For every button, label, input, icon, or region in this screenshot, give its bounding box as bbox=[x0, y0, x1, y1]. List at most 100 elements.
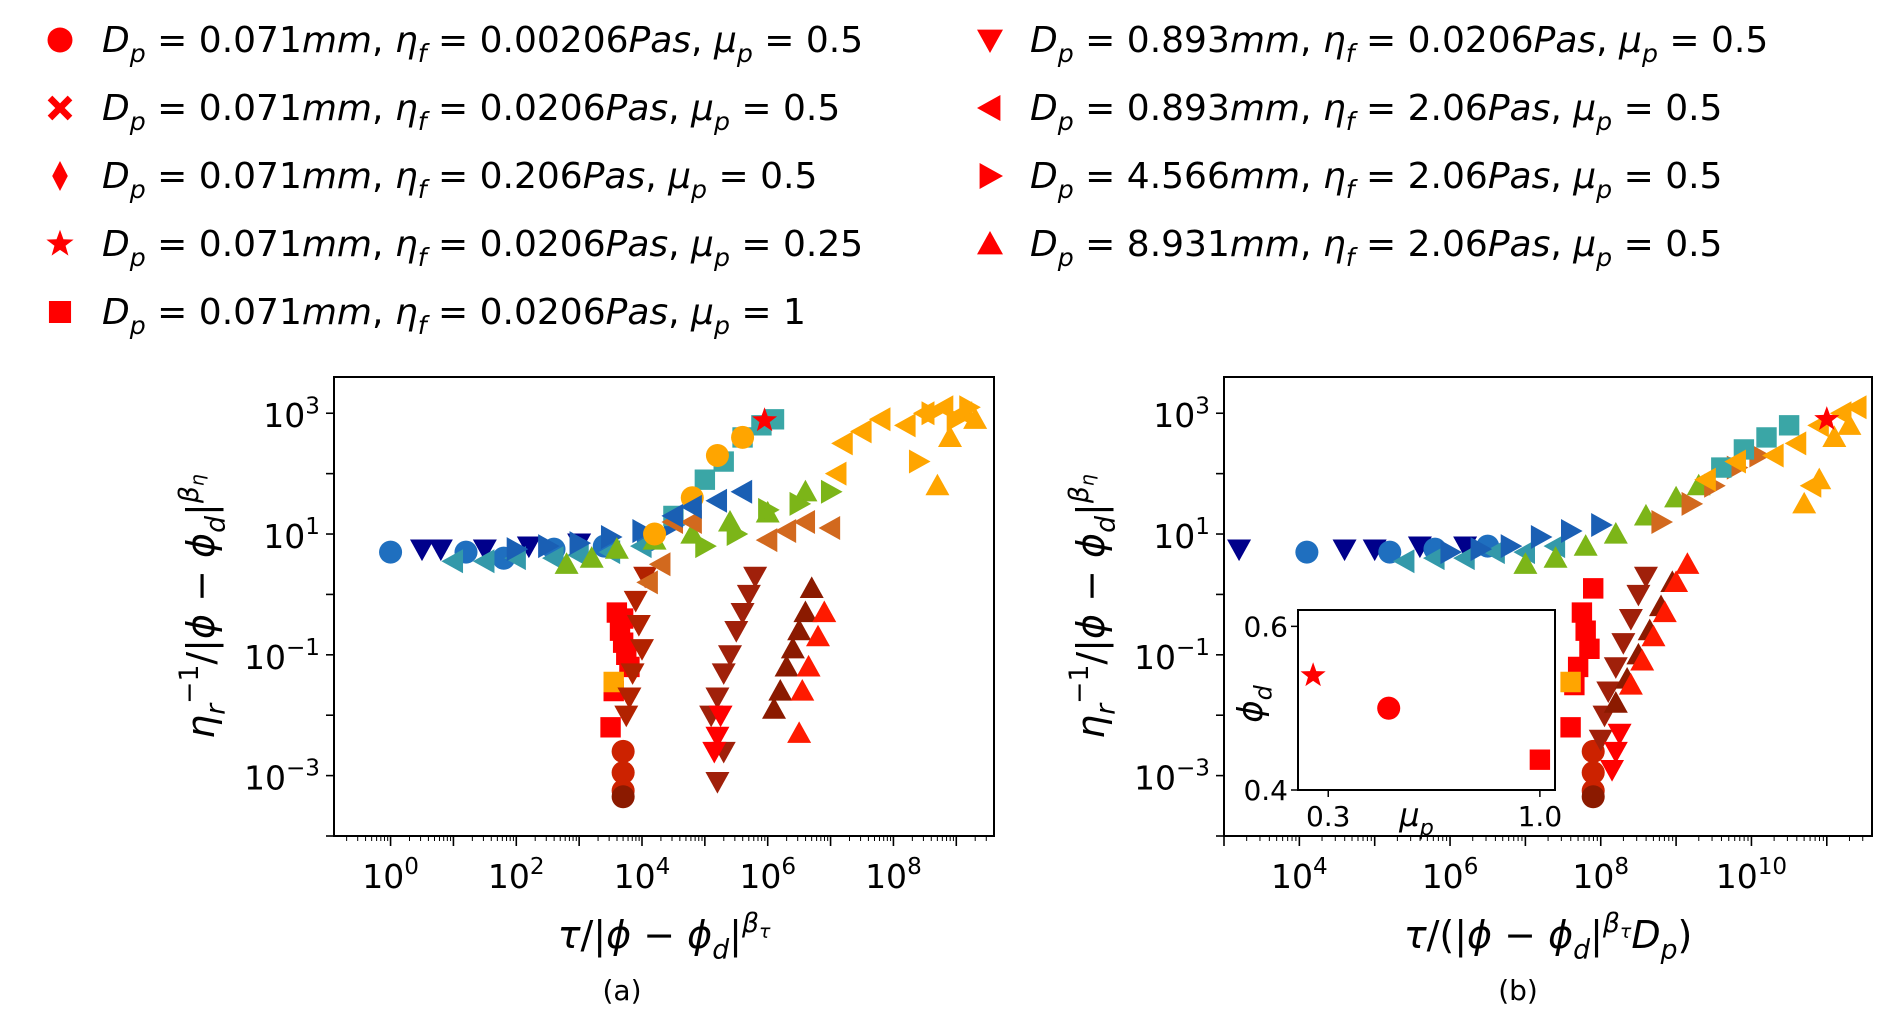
panel-b-plateau-blue-r-point-3 bbox=[1530, 525, 1553, 550]
panel-b-red-col-sq-point-2 bbox=[1579, 638, 1600, 659]
panel-a-plateau-green-point-7 bbox=[793, 479, 818, 502]
panel-a-teal-upper-point-1 bbox=[694, 469, 716, 490]
y-tick-label-a-0: 10−3 bbox=[244, 756, 320, 798]
panel-a-brown-col-2-point-4 bbox=[724, 621, 749, 643]
panel-b-teal-upper-point-2 bbox=[1756, 427, 1777, 448]
panel-a-brown-col-1-point-2 bbox=[630, 639, 654, 661]
panel-a-brown-col-2-point-5 bbox=[730, 602, 755, 625]
panel-b-plateau-teal-point-4 bbox=[1513, 540, 1535, 565]
panel-a-plateau-teal-point-1 bbox=[472, 549, 495, 574]
panel-b-red-col-up-point-5 bbox=[1675, 552, 1700, 574]
panel-a-brown-col-3-point-0 bbox=[762, 697, 786, 719]
panel-a-orange-far-point-2 bbox=[868, 407, 891, 432]
panel-a-blue-left-mid-point-3 bbox=[730, 479, 753, 504]
panel-a-green-branch-point-0 bbox=[695, 534, 717, 559]
panel-label-b: (b) bbox=[1498, 974, 1538, 1007]
panel-a-orange-far-point-0 bbox=[831, 431, 853, 456]
panel-b-plateau-tri-down-point-2 bbox=[1362, 539, 1387, 562]
panel-a-brown-col-1-point-1 bbox=[626, 615, 651, 637]
inset-point-1 bbox=[1377, 696, 1401, 720]
x-tick-label-a-0: 100 bbox=[362, 854, 419, 896]
y-tick-label-b-1: 10−1 bbox=[1134, 635, 1210, 677]
panel-b-plateau-blue-r-point-1 bbox=[1470, 537, 1493, 562]
legend-marker-2 bbox=[52, 161, 68, 191]
panel-a-plateau-blue-r-point-3 bbox=[600, 525, 623, 550]
panel-a-green-branch-point-4 bbox=[820, 479, 843, 504]
panel-a: 100 102 104 106 108 10−3 10−1 101 103 τ/|ϕ − ϕd|β… bbox=[174, 376, 995, 1007]
panel-b-brown-col-point-7 bbox=[1633, 566, 1658, 589]
y-axis-label-b: ηr−1/|ϕ − ϕd|βη bbox=[1064, 474, 1122, 739]
panel-a-blue-left-mid-point-1 bbox=[680, 494, 702, 519]
panel-b-plateau-teal-point-3 bbox=[1483, 540, 1505, 565]
panel-a-brown-col-3-point-1 bbox=[768, 679, 793, 701]
panel-b-orange-up-tri-point-3 bbox=[1837, 413, 1862, 435]
panel-b-plateau-teal-point-0 bbox=[1392, 549, 1415, 574]
panel-b-orange-upper-point-2 bbox=[1784, 431, 1807, 456]
panel-b-plateau-blue-r-point-0 bbox=[1440, 540, 1463, 565]
panel-b-brown-col-point-4 bbox=[1611, 633, 1636, 655]
inset-point-2 bbox=[1529, 749, 1551, 770]
panel-a-orange-far-point-3 bbox=[894, 413, 916, 438]
panel-b-plateau-green-point-0 bbox=[1513, 552, 1538, 574]
panel-a-brown-col-3-point-5 bbox=[793, 600, 818, 623]
legend-marker-6 bbox=[977, 95, 1001, 121]
legend-marker-7 bbox=[979, 163, 1003, 189]
panel-a-brown-col-1-point-5 bbox=[614, 705, 639, 728]
panel-a-red-col-sq-point-7 bbox=[612, 608, 634, 629]
panel-a-red-down-low-point-0 bbox=[702, 741, 727, 764]
panel-a-plateau-tri-down-point-1 bbox=[428, 539, 453, 562]
legend-label-2: Dp = 0.071mm, ηf = 0.206Pas, μp = 0.5 bbox=[102, 156, 817, 204]
panel-a-blue-left-mid-point-2 bbox=[705, 488, 728, 513]
panel-a-green-branch-point-3 bbox=[789, 491, 812, 516]
panel-a-brown-col-2-point-1 bbox=[705, 687, 730, 710]
x-tick-label-a-2: 104 bbox=[614, 854, 671, 896]
panel-b-red-col-circle-point-1 bbox=[1581, 761, 1605, 785]
panel-b-dark-col-circle-point-0 bbox=[1581, 785, 1605, 809]
inset-point-0 bbox=[1300, 662, 1326, 687]
panel-b-brown-col-point-2 bbox=[1596, 681, 1621, 704]
panel-a-plateau-blue-r-point-2 bbox=[569, 531, 592, 556]
panel-a-plateau-teal-point-4 bbox=[567, 543, 589, 568]
panel-b-orange-up-tri-point-2 bbox=[1822, 425, 1847, 447]
panel-a-red-col-3-point-4 bbox=[787, 721, 812, 743]
panel-a-orange-far-point-1 bbox=[850, 419, 872, 444]
panel-a-orange-brown-point-5 bbox=[774, 519, 797, 544]
legend-marker-4 bbox=[48, 300, 72, 324]
panel-a-orange-far-r-point-0 bbox=[908, 449, 931, 474]
panel-b-red-col-up-point-3 bbox=[1652, 600, 1677, 623]
panel-a-orange-far-up-point-2 bbox=[963, 407, 988, 429]
panel-a-orange-brown-point-3 bbox=[680, 509, 702, 534]
panel-a-brown-col-1-point-0 bbox=[623, 590, 648, 613]
panel-b-plateau-circle-point-1 bbox=[1378, 540, 1402, 564]
y-tick-label-b-2: 101 bbox=[1153, 514, 1210, 556]
panel-a-plateau-blue-r-point-4 bbox=[632, 519, 654, 544]
panel-a-orange-far-r-point-1 bbox=[921, 401, 944, 426]
panel-b-red-col-sq-point-0 bbox=[1571, 602, 1593, 623]
panel-b-plateau-tri-down-point-1 bbox=[1332, 539, 1357, 562]
panel-a-orange-far-r-point-3 bbox=[959, 395, 981, 420]
panel-b-plateau-blue-r-point-2 bbox=[1500, 534, 1523, 559]
panel-a-red-col-circle-point-0 bbox=[611, 739, 635, 763]
panel-a-star-top-point-0 bbox=[752, 407, 778, 432]
x-tick-label-b-1: 106 bbox=[1422, 854, 1479, 896]
y-axis-label-a: ηr−1/|ϕ − ϕd|βη bbox=[174, 474, 232, 739]
panel-b-teal-upper-point-3 bbox=[1778, 415, 1800, 436]
inset-y-tick-label-0: 0.4 bbox=[1243, 774, 1288, 807]
legend-label-3: Dp = 0.071mm, ηf = 0.0206Pas, μp = 0.25 bbox=[102, 224, 863, 272]
panel-b-dark-col-up-point-0 bbox=[1603, 691, 1628, 713]
panel-b-upper-rise-point-1 bbox=[1681, 491, 1704, 516]
panel-a-plateau-green-point-0 bbox=[554, 552, 579, 574]
panel-a-plateau-tri-down-point-2 bbox=[472, 539, 497, 562]
panel-a-red-col-3-point-0 bbox=[790, 679, 815, 701]
legend-label-7: Dp = 4.566mm, ηf = 2.06Pas, μp = 0.5 bbox=[1030, 156, 1722, 204]
y-tick-label-a-1: 10−1 bbox=[244, 635, 320, 677]
panel-a-brown-col-2-point-2 bbox=[711, 663, 736, 685]
panel-a-plateau-circle-point-0 bbox=[379, 540, 403, 564]
panel-b-red-col-up-point-2 bbox=[1641, 624, 1666, 647]
panel-b-plateau-green-point-3 bbox=[1603, 522, 1628, 544]
panel-a-red-col-3-point-2 bbox=[806, 624, 830, 647]
panel-b-plateau-green-point-1 bbox=[1543, 546, 1568, 568]
panel-b-plateau-circle-point-0 bbox=[1295, 540, 1319, 564]
panel-a-plateau-green-point-5 bbox=[718, 509, 742, 532]
panel-b-red-col-sq-point-6 bbox=[1583, 578, 1604, 599]
